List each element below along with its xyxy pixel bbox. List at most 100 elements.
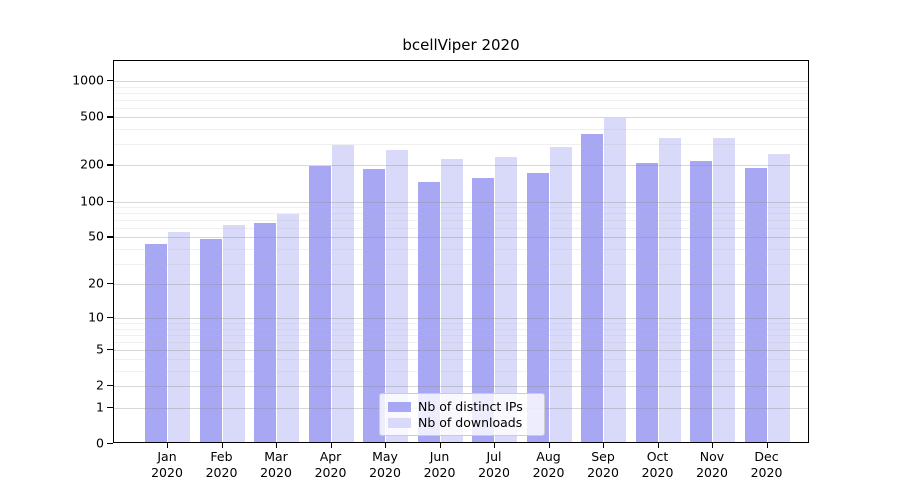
gridline-major	[114, 349, 808, 351]
plot-area	[113, 60, 809, 443]
y-tick-mark	[107, 283, 113, 285]
bar-distinct-ips-dec	[744, 168, 767, 442]
gridline-minor	[114, 323, 808, 325]
y-tick-label: 200	[80, 156, 104, 172]
x-tick-label: Feb 2020	[205, 449, 238, 480]
y-tick-mark	[107, 406, 113, 408]
x-tick-mark	[494, 442, 496, 448]
legend-swatch-downloads	[388, 417, 411, 428]
gridline-minor	[114, 341, 808, 343]
legend: Nb of distinct IPs Nb of downloads	[379, 393, 545, 436]
x-tick-mark	[603, 442, 605, 448]
gridline-major	[114, 386, 808, 388]
gridline-minor	[114, 263, 808, 265]
x-tick-label: Aug 2020	[532, 449, 565, 480]
bar-distinct-ips-sep	[581, 134, 603, 442]
legend-item-downloads: Nb of downloads	[388, 415, 537, 430]
x-tick-mark	[276, 442, 278, 448]
bar-downloads-aug	[549, 147, 572, 442]
bar-downloads-dec	[767, 153, 790, 442]
gridline-major	[114, 117, 808, 119]
y-tick-label: 2	[96, 377, 104, 393]
y-tick-mark	[107, 200, 113, 202]
y-tick-label: 50	[88, 228, 104, 244]
bar-distinct-ips-jun	[417, 182, 440, 442]
legend-swatch-distinct-ips	[388, 401, 411, 412]
gridline-minor	[114, 99, 808, 101]
gridline-minor	[114, 371, 808, 373]
bar-distinct-ips-jul	[472, 178, 494, 442]
gridline-minor	[114, 206, 808, 208]
gridline-minor	[114, 220, 808, 222]
legend-label: Nb of downloads	[418, 415, 523, 430]
bar-downloads-oct	[658, 138, 681, 442]
x-tick-mark	[712, 442, 714, 448]
bar-downloads-feb	[222, 225, 245, 442]
y-tick-mark	[107, 116, 113, 118]
gridline-minor	[114, 334, 808, 336]
gridline-major	[114, 81, 808, 82]
x-tick-label: Jul 2020	[478, 449, 510, 480]
x-tick-mark	[439, 442, 441, 448]
gridline-minor	[114, 107, 808, 109]
bar-downloads-apr	[331, 144, 354, 442]
bar-downloads-may	[386, 150, 408, 442]
bar-distinct-ips-feb	[199, 238, 222, 442]
bar-downloads-jan	[168, 232, 190, 442]
y-tick-mark	[107, 385, 113, 387]
y-tick-label: 1	[96, 399, 104, 415]
y-tick-mark	[107, 348, 113, 351]
gridline-minor	[114, 144, 808, 146]
chart-title: bcellViper 2020	[402, 36, 520, 54]
bar-downloads-jul	[495, 157, 517, 442]
bar-distinct-ips-oct	[635, 162, 658, 442]
legend-item-distinct-ips: Nb of distinct IPs	[388, 399, 537, 414]
gridline-minor	[114, 359, 808, 361]
bar-distinct-ips-mar	[254, 222, 276, 442]
y-tick-label: 500	[80, 108, 104, 124]
y-tick-label: 0	[96, 435, 104, 451]
y-tick-label: 5	[96, 341, 104, 357]
x-tick-mark	[548, 442, 550, 448]
y-tick-label: 100	[80, 193, 104, 208]
y-tick-label: 1000	[72, 72, 104, 88]
gridline-major	[114, 237, 808, 239]
x-tick-label: Oct 2020	[641, 449, 674, 480]
x-tick-label: Apr 2020	[314, 449, 347, 480]
x-tick-mark	[330, 442, 332, 448]
x-tick-mark	[221, 442, 223, 448]
bar-downloads-nov	[713, 138, 735, 442]
y-tick-mark	[107, 236, 113, 238]
x-tick-label: Sep 2020	[587, 449, 619, 480]
bar-distinct-ips-nov	[690, 160, 712, 442]
x-tick-label: Nov 2020	[696, 449, 728, 480]
x-tick-label: May 2020	[369, 449, 401, 480]
legend-label: Nb of distinct IPs	[418, 399, 523, 414]
y-tick-mark	[107, 317, 113, 319]
x-tick-label: Jun 2020	[423, 449, 456, 480]
bar-distinct-ips-jan	[145, 244, 167, 442]
x-tick-label: Dec 2020	[750, 449, 783, 480]
y-tick-mark	[107, 80, 113, 82]
gridline-minor	[114, 213, 808, 215]
x-tick-label: Mar 2020	[260, 449, 292, 480]
x-tick-mark	[766, 442, 768, 448]
bar-downloads-mar	[277, 214, 299, 442]
y-tick-mark	[107, 443, 113, 445]
x-tick-label: Jan 2020	[151, 449, 183, 480]
gridline-major	[114, 284, 808, 286]
bar-distinct-ips-aug	[526, 173, 549, 442]
gridline-major	[114, 201, 808, 203]
gridline-minor	[114, 92, 808, 94]
y-tick-label: 10	[88, 309, 104, 325]
x-tick-mark	[385, 442, 387, 448]
gridline-major	[114, 318, 808, 319]
y-tick-mark	[107, 164, 113, 166]
x-tick-mark	[657, 442, 659, 448]
gridline-minor	[114, 86, 808, 88]
gridline-minor	[114, 228, 808, 229]
bar-downloads-jun	[440, 159, 463, 442]
gridline-major	[114, 165, 808, 167]
gridline-minor	[114, 328, 808, 330]
